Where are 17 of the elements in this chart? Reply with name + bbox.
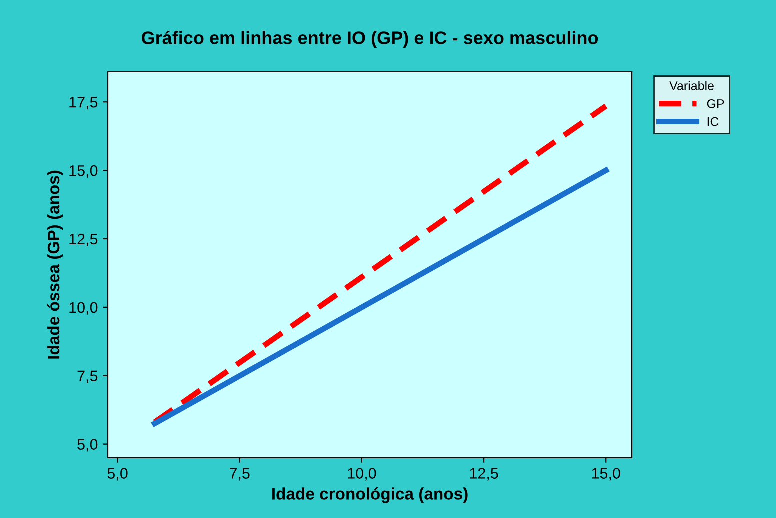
y-tick-label: 10,0 xyxy=(70,302,98,315)
y-tick-label: 15,0 xyxy=(70,165,98,178)
x-tick-label: 10,0 xyxy=(348,468,376,481)
x-tick-label: 15,0 xyxy=(592,468,620,481)
legend-label: GP xyxy=(707,99,724,108)
x-axis-title: Idade cronológica (anos) xyxy=(272,488,468,504)
legend-title: Variable xyxy=(670,81,714,90)
chart-title: Gráfico em linhas entre IO (GP) e IC - sexo masculino xyxy=(142,30,598,48)
y-tick-label: 7,5 xyxy=(78,370,98,384)
y-tick-label: 5,0 xyxy=(78,439,98,452)
x-tick-label: 12,5 xyxy=(470,468,498,481)
y-axis-title: Idade óssea (GP) (anos) xyxy=(47,170,63,359)
y-tick-label: 17,5 xyxy=(70,97,98,110)
legend-label: IC xyxy=(708,117,719,126)
x-tick-label: 7,5 xyxy=(230,468,250,481)
y-tick-label: 12,5 xyxy=(70,234,98,246)
x-tick-label: 5,0 xyxy=(108,468,128,481)
